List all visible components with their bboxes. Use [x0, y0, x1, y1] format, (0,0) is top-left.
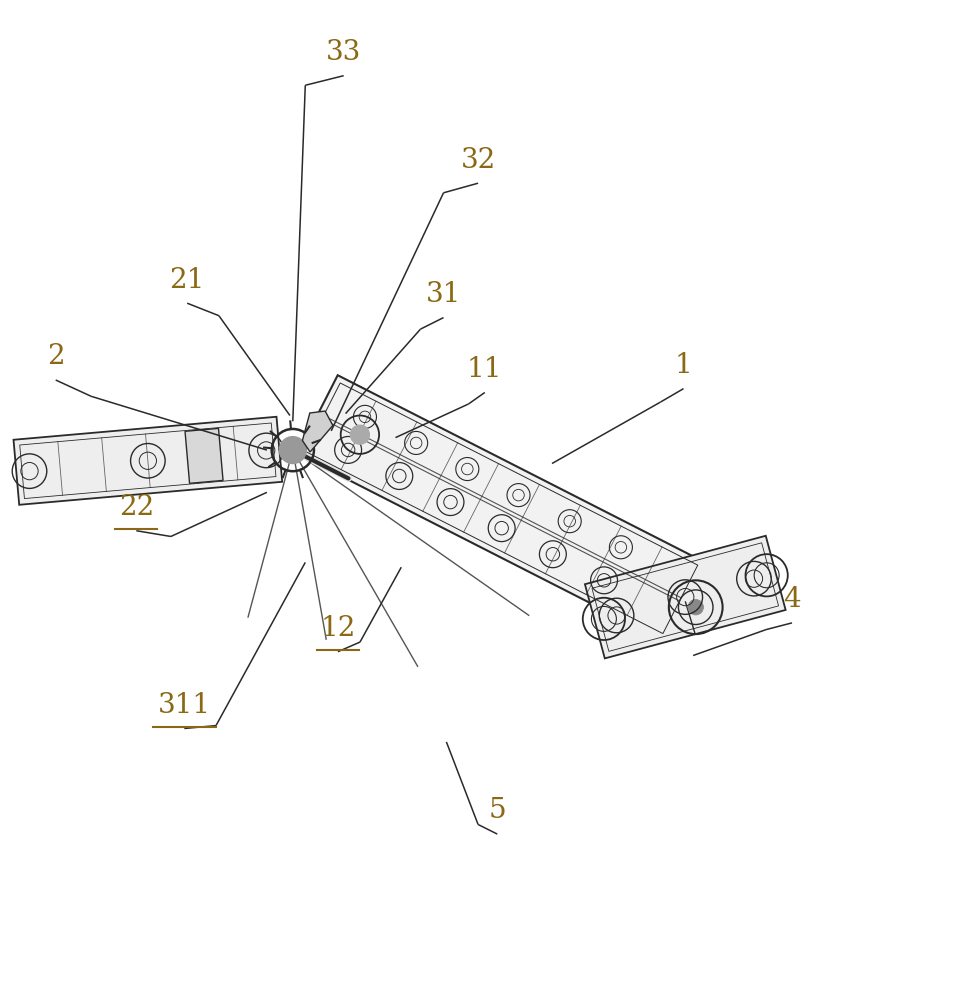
- Text: 11: 11: [468, 356, 502, 383]
- Polygon shape: [298, 375, 706, 641]
- Text: 33: 33: [326, 39, 361, 66]
- Text: 5: 5: [489, 797, 506, 824]
- Text: 31: 31: [426, 281, 461, 308]
- Polygon shape: [13, 417, 282, 505]
- Polygon shape: [585, 536, 785, 658]
- Text: 21: 21: [170, 267, 204, 294]
- Text: 4: 4: [783, 586, 801, 613]
- Polygon shape: [302, 411, 333, 452]
- Polygon shape: [185, 428, 223, 483]
- Text: 32: 32: [461, 147, 495, 174]
- Circle shape: [279, 437, 306, 464]
- Text: 311: 311: [157, 692, 211, 719]
- Circle shape: [350, 425, 370, 444]
- Text: 2: 2: [47, 343, 64, 370]
- Text: 12: 12: [321, 615, 355, 642]
- Text: 22: 22: [119, 494, 154, 521]
- Circle shape: [688, 600, 704, 615]
- Text: 1: 1: [675, 352, 692, 379]
